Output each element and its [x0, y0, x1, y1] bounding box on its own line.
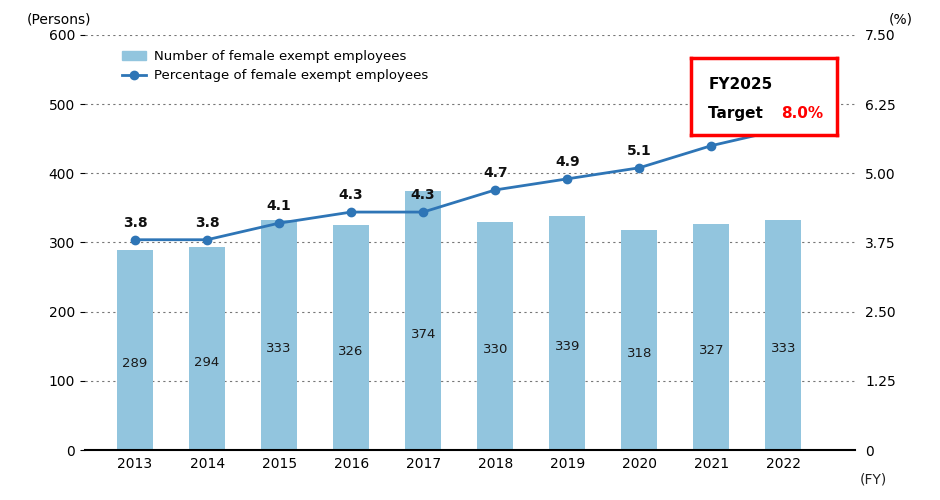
Text: 8.0%: 8.0% [781, 106, 823, 121]
Text: 339: 339 [555, 340, 580, 353]
Text: 327: 327 [698, 344, 724, 357]
Text: 318: 318 [627, 348, 652, 360]
Bar [549, 216, 586, 450]
Legend: Number of female exempt employees, Percentage of female exempt employees: Number of female exempt employees, Perce… [122, 50, 428, 82]
Bar [405, 192, 441, 450]
Text: (Persons): (Persons) [26, 12, 91, 26]
Text: FY2025: FY2025 [709, 77, 773, 92]
Bar [694, 224, 729, 450]
Bar [117, 250, 153, 450]
Text: 4.3: 4.3 [338, 188, 364, 202]
Text: (%): (%) [889, 12, 913, 26]
Text: 5.8: 5.8 [771, 105, 796, 119]
Text: 326: 326 [338, 344, 364, 358]
Text: 4.7: 4.7 [483, 166, 508, 180]
Bar [621, 230, 657, 450]
Text: 4.1: 4.1 [267, 199, 291, 213]
Text: 333: 333 [266, 342, 291, 355]
Text: 4.9: 4.9 [555, 155, 580, 169]
Text: 330: 330 [482, 343, 508, 356]
Text: (FY): (FY) [860, 472, 887, 486]
Text: 374: 374 [411, 328, 436, 341]
Text: 289: 289 [122, 358, 148, 370]
Text: 5.5: 5.5 [699, 122, 724, 136]
Text: 294: 294 [195, 356, 220, 368]
Text: Target: Target [709, 106, 769, 121]
Text: 333: 333 [771, 342, 796, 355]
Bar [478, 222, 513, 450]
Text: 4.3: 4.3 [411, 188, 435, 202]
Text: 5.1: 5.1 [627, 144, 651, 158]
Bar [333, 224, 369, 450]
Bar [261, 220, 297, 450]
Bar [765, 220, 802, 450]
Text: 3.8: 3.8 [195, 216, 219, 230]
Text: 3.8: 3.8 [123, 216, 148, 230]
Bar [189, 246, 225, 450]
